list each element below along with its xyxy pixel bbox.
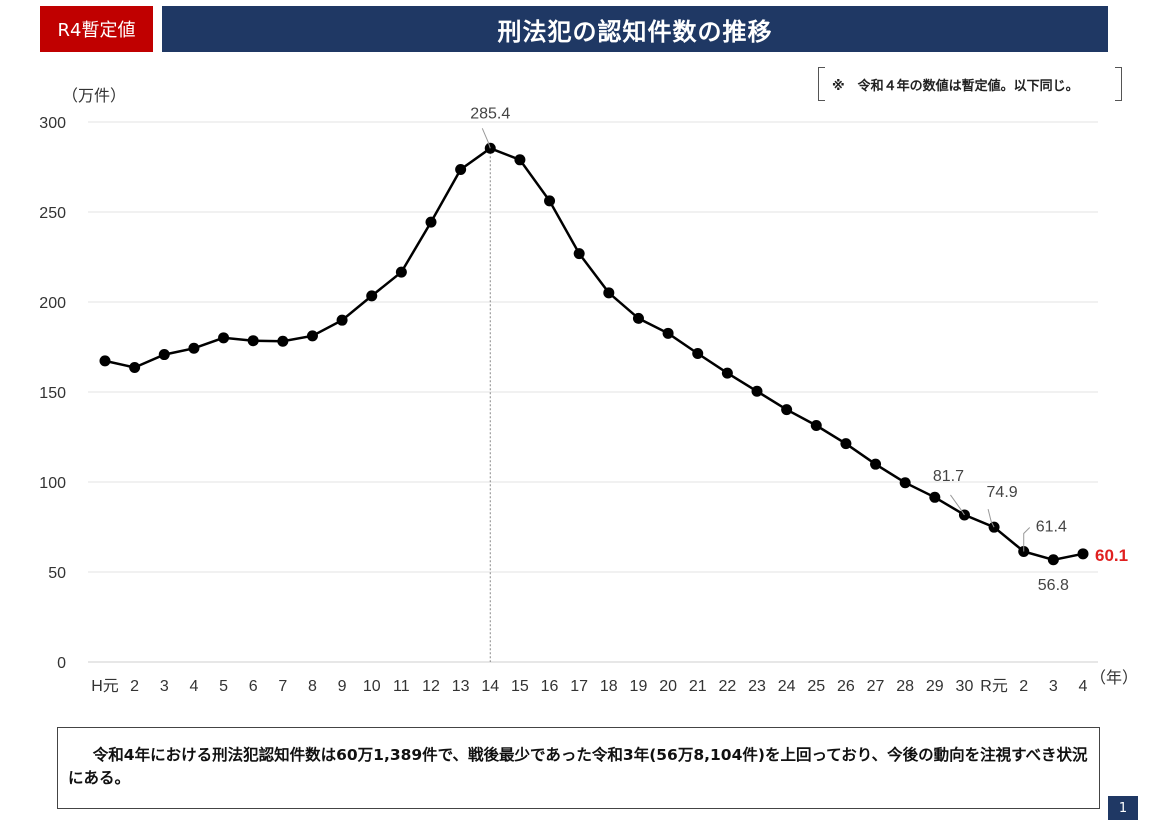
label-leader [1023, 527, 1031, 552]
y-tick-label: 200 [39, 295, 66, 312]
x-tick-label: 8 [308, 678, 317, 695]
page-number: 1 [1108, 796, 1138, 820]
y-tick-label: 50 [48, 565, 66, 582]
x-tick-label: 20 [659, 678, 677, 695]
data-point [662, 327, 674, 339]
data-point [425, 216, 437, 228]
x-tick-label: 9 [338, 678, 347, 695]
data-point [306, 330, 318, 342]
data-point [366, 290, 378, 302]
data-point [1047, 554, 1059, 566]
data-point [692, 347, 704, 359]
series-line [104, 146, 1084, 562]
x-tick-label: 23 [748, 678, 766, 695]
x-tick-label: 3 [160, 678, 169, 695]
x-tick-label: 2 [1019, 678, 1028, 695]
data-label: 81.7 [933, 468, 964, 485]
x-tick-label: 24 [778, 678, 796, 695]
data-point [158, 349, 170, 361]
x-tick-label: 14 [481, 678, 499, 695]
y-tick-label: 150 [39, 385, 66, 402]
data-point [781, 404, 793, 416]
data-point [544, 195, 556, 207]
x-tick-label: 29 [926, 678, 944, 695]
data-point [336, 314, 348, 326]
data-point [929, 491, 941, 503]
x-tick-label: 16 [541, 678, 559, 695]
data-point [99, 355, 111, 367]
y-tick-label: 300 [39, 115, 66, 132]
data-label: 60.1 [1095, 546, 1128, 565]
y-tick-label: 250 [39, 205, 66, 222]
data-point [455, 164, 467, 176]
provisional-note: ※ 令和４年の数値は暫定値。以下同じ。 [818, 67, 1122, 101]
label-leader [987, 509, 995, 528]
x-tick-label: 13 [452, 678, 470, 695]
data-point [573, 248, 585, 260]
x-tick-label: 28 [896, 678, 914, 695]
data-point [218, 332, 230, 344]
data-label: 61.4 [1036, 518, 1067, 535]
data-label: 285.4 [470, 105, 510, 122]
x-tick-label: R元 [980, 678, 1008, 695]
label-leader [950, 494, 965, 516]
provisional-badge: R4暫定値 [40, 6, 153, 52]
page-title: 刑法犯の認知件数の推移 [162, 6, 1108, 52]
x-tick-label: 17 [570, 678, 588, 695]
summary-text: 令和4年における刑法犯認知件数は60万1,389件で、戦後最少であった令和3年(… [68, 746, 1088, 787]
x-tick-label: 11 [393, 678, 410, 695]
data-point [395, 266, 407, 278]
data-point [514, 154, 526, 166]
x-tick-label: 27 [867, 678, 885, 695]
data-label: 56.8 [1038, 577, 1069, 594]
data-point [810, 419, 822, 431]
x-tick-label: 10 [363, 678, 381, 695]
label-leader [481, 128, 491, 149]
y-tick-label: 0 [57, 655, 66, 672]
y-tick-label: 100 [39, 475, 66, 492]
data-labels: 285.4 81.7 74.9 61.4 56.8 60.1 [470, 105, 1128, 593]
data-point [129, 362, 141, 374]
summary-box: 令和4年における刑法犯認知件数は60万1,389件で、戦後最少であった令和3年(… [57, 727, 1100, 809]
data-point [840, 438, 852, 450]
series-line-group [104, 146, 1084, 662]
data-point [603, 287, 615, 299]
x-tick-label: 4 [189, 678, 198, 695]
x-tick-label: 7 [278, 678, 287, 695]
data-point [277, 335, 289, 347]
x-tick-label: 12 [422, 678, 440, 695]
x-tick-label: 18 [600, 678, 618, 695]
x-tick-label: 15 [511, 678, 529, 695]
grid [88, 121, 1098, 663]
x-tick-label: 19 [630, 678, 648, 695]
x-tick-label: 21 [689, 678, 707, 695]
x-axis-label: （年） [1090, 669, 1138, 687]
data-point [721, 367, 733, 379]
data-point [751, 385, 763, 397]
x-tick-label: 4 [1079, 678, 1088, 695]
data-point [870, 458, 882, 470]
x-tick-label: 2 [130, 678, 139, 695]
data-point [188, 342, 200, 354]
x-tick-label: 3 [1049, 678, 1058, 695]
data-point [632, 312, 644, 324]
x-tick-label: 5 [219, 678, 228, 695]
data-label: 74.9 [987, 484, 1018, 501]
y-axis-label: （万件） [62, 87, 126, 105]
data-point [899, 477, 911, 489]
x-tick-label: 25 [807, 678, 825, 695]
data-point [247, 335, 259, 347]
x-tick-label: H元 [91, 678, 119, 695]
x-tick-label: 30 [956, 678, 974, 695]
data-point [1077, 548, 1089, 560]
data-points [99, 142, 1089, 566]
x-tick-label: 6 [249, 678, 258, 695]
x-tick-label: 26 [837, 678, 855, 695]
x-tick-label: 22 [718, 678, 736, 695]
